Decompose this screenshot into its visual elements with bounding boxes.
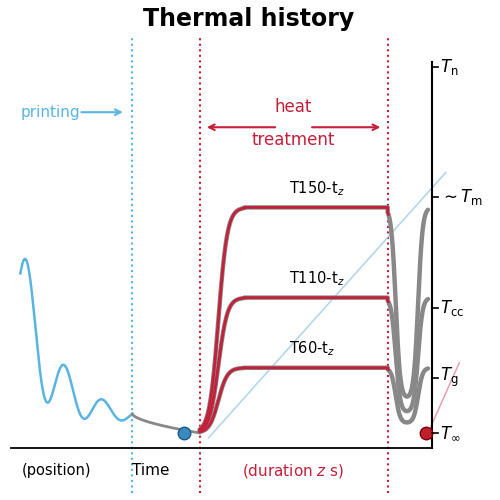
Text: $T_{\mathrm{cc}}$: $T_{\mathrm{cc}}$ — [440, 298, 464, 318]
Text: $T_{\mathrm{n}}$: $T_{\mathrm{n}}$ — [440, 57, 458, 77]
Text: $T_{\mathrm{g}}$: $T_{\mathrm{g}}$ — [440, 366, 458, 390]
Text: heat: heat — [275, 98, 312, 116]
Text: Time: Time — [132, 463, 169, 478]
Text: treatment: treatment — [252, 131, 336, 149]
Title: Thermal history: Thermal history — [143, 7, 354, 31]
Text: T110-t$_z$: T110-t$_z$ — [289, 270, 344, 288]
Text: T150-t$_z$: T150-t$_z$ — [289, 180, 344, 198]
Text: $\sim T_{\mathrm{m}}$: $\sim T_{\mathrm{m}}$ — [440, 188, 483, 208]
Text: (duration $z$ s): (duration $z$ s) — [242, 462, 345, 479]
Text: T60-t$_z$: T60-t$_z$ — [289, 340, 336, 358]
Text: (position): (position) — [22, 463, 91, 478]
Text: printing: printing — [20, 104, 80, 120]
Text: $T_{\infty}$: $T_{\infty}$ — [440, 424, 460, 442]
